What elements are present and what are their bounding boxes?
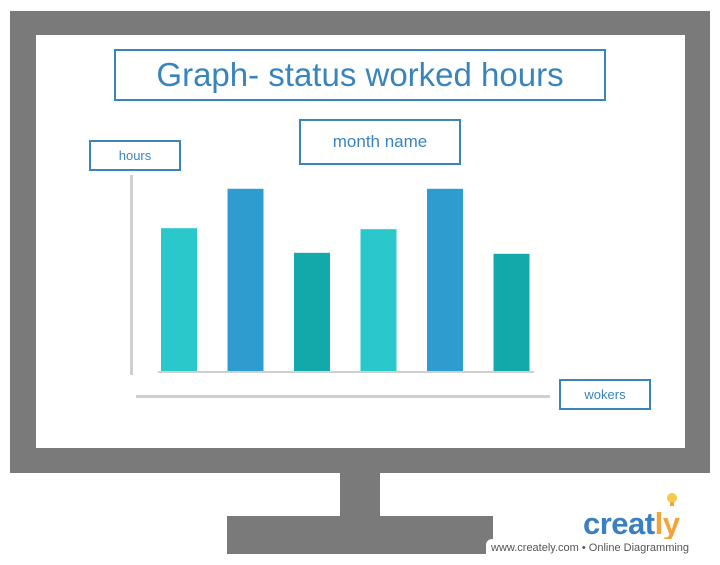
y-axis-line [130,175,133,375]
x-axis-label: wokers [559,379,651,410]
bar-5 [427,188,463,372]
month-name-label: month name [299,119,461,165]
x-axis-line [136,395,550,398]
bar-3 [294,252,330,372]
bar-1 [161,228,197,372]
brand-name-main: creat [583,506,655,541]
creately-logo: creatly [583,506,680,542]
graph-title: Graph- status worked hours [114,49,606,101]
bar-4 [360,229,397,372]
monitor-neck [340,473,380,516]
bar-2 [227,188,264,372]
brand-name-accent: ly [654,506,680,541]
bar-chart [158,188,534,373]
bar-6 [493,253,530,372]
y-axis-label: hours [89,140,181,171]
lightbulb-icon [667,493,677,506]
tagline[interactable]: www.creately.com • Online Diagramming [491,542,690,554]
tagline-background [486,539,720,559]
monitor-base [227,516,493,554]
